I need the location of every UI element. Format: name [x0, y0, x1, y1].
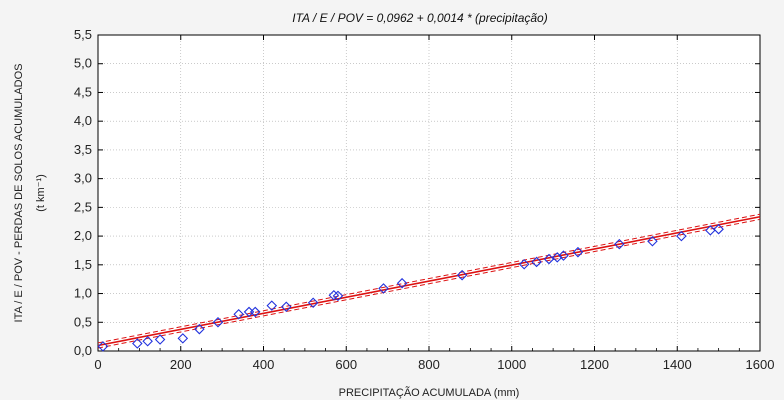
data-point — [177, 333, 189, 344]
regression-fit — [97, 213, 761, 349]
data-point — [614, 238, 625, 250]
data-point — [142, 335, 153, 347]
data-point — [713, 223, 724, 235]
regression-line — [97, 215, 761, 347]
data-point — [280, 301, 292, 313]
data-point — [551, 252, 563, 263]
axis-ticks: 0,0 0,5 1,0 1,5 2,0 2,5 3,0 3,5 4,0 4,5 5,0 5,5 0 200… — [74, 27, 775, 372]
x-tick-label: 1600 — [746, 357, 775, 372]
y-axis-unit: (t km⁻¹) — [35, 174, 47, 212]
plot-area — [97, 34, 761, 352]
y-tick-label: 1,0 — [74, 286, 92, 301]
data-point — [531, 256, 542, 268]
y-tick-label: 4,0 — [74, 113, 92, 128]
data-point — [543, 253, 555, 265]
data-point — [132, 338, 143, 349]
data-point — [249, 306, 261, 318]
y-tick-label: 1,5 — [74, 257, 92, 272]
grid — [98, 35, 760, 351]
y-tick-label: 3,5 — [74, 142, 92, 157]
data-point — [378, 283, 389, 294]
data-point — [212, 316, 224, 328]
confidence-band-line — [97, 218, 761, 349]
y-tick-label: 4,5 — [74, 84, 92, 99]
y-tick-label: 0,5 — [74, 314, 92, 329]
x-tick-label: 600 — [335, 357, 357, 372]
x-tick-label: 400 — [253, 357, 275, 372]
data-point — [572, 246, 584, 258]
x-tick-label: 0 — [94, 357, 101, 372]
data-point — [194, 323, 205, 335]
x-tick-label: 200 — [170, 357, 192, 372]
x-tick-label: 1200 — [580, 357, 609, 372]
chart-title: ITA / E / POV = 0,0962 + 0,0014 * (preci… — [292, 11, 547, 25]
x-tick-label: 800 — [418, 357, 440, 372]
y-tick-label: 5,0 — [74, 56, 92, 71]
confidence-band-line — [97, 213, 761, 344]
x-tick-label: 1000 — [497, 357, 526, 372]
data-point — [705, 225, 716, 236]
data-point — [154, 334, 166, 345]
y-tick-label: 3,0 — [74, 171, 92, 186]
y-tick-label: 0,0 — [74, 343, 92, 358]
x-tick-label: 1400 — [663, 357, 692, 372]
data-point — [307, 297, 319, 309]
data-point — [233, 308, 244, 320]
data-point — [97, 341, 109, 352]
y-tick-label: 2,0 — [74, 228, 92, 243]
data-point — [647, 235, 658, 247]
data-point — [558, 250, 569, 261]
y-tick-label: 2,5 — [74, 199, 92, 214]
data-point — [396, 277, 408, 289]
x-axis-title: PRECIPITAÇÃO ACUMULADA (mm) — [339, 386, 520, 399]
y-axis-title: ITA / E / POV - PERDAS DE SOLOS ACUMULAD… — [13, 64, 25, 323]
data-point — [332, 290, 344, 302]
data-points — [97, 223, 724, 352]
data-point — [266, 300, 278, 311]
data-point — [456, 269, 468, 281]
y-tick-label: 5,5 — [74, 27, 92, 42]
data-point — [328, 289, 340, 301]
data-point — [518, 258, 530, 270]
data-point — [676, 230, 687, 242]
